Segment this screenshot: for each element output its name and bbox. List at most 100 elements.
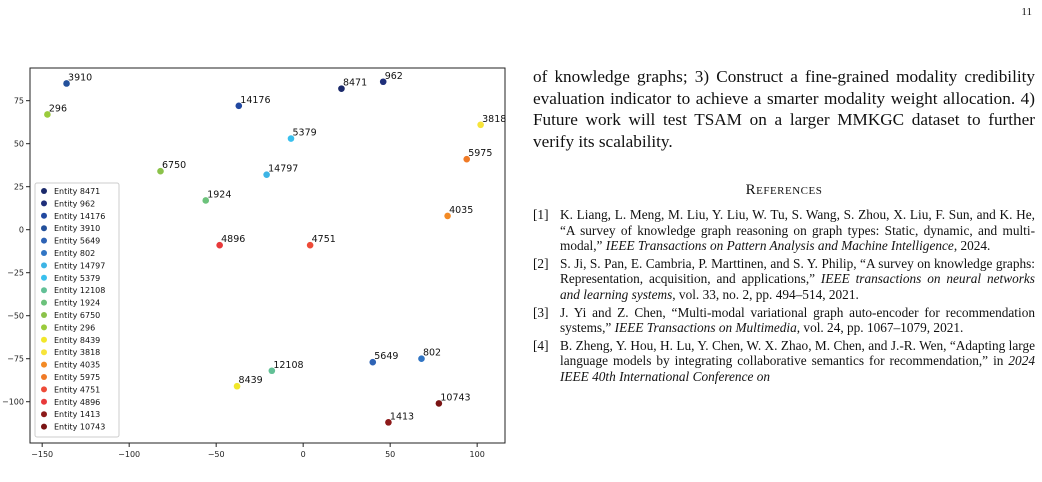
x-tick-label: −50 — [208, 450, 225, 459]
legend-entry: Entity 296 — [54, 323, 95, 332]
point-marker — [369, 358, 377, 366]
point-label: 4035 — [449, 205, 473, 216]
point-marker — [44, 111, 51, 118]
point-marker — [233, 382, 241, 390]
point-marker — [418, 355, 425, 363]
point-label: 12108 — [273, 360, 303, 371]
legend-marker — [41, 386, 47, 393]
data-points: 8471 962 14176 3910 5649 802 14797 5379 12108 192… — [44, 71, 506, 426]
reference-item: [1] K. Liang, L. Meng, M. Liu, Y. Liu, W… — [533, 207, 1035, 254]
point-marker — [463, 155, 471, 163]
point-label: 4751 — [312, 234, 336, 245]
legend-marker — [41, 274, 47, 281]
x-tick-label: 100 — [470, 450, 485, 459]
legend-entry: Entity 802 — [54, 249, 95, 258]
point-label: 3910 — [68, 72, 92, 83]
legend-entry: Entity 4896 — [54, 398, 100, 407]
legend-marker — [41, 262, 47, 269]
reference-text: K. Liang, L. Meng, M. Liu, Y. Liu, W. Tu… — [560, 207, 1035, 254]
point-label: 5649 — [374, 351, 398, 362]
legend-marker — [41, 423, 47, 430]
x-tick-label: 0 — [301, 450, 306, 459]
legend-entry: Entity 6750 — [54, 311, 100, 320]
point-marker — [477, 121, 484, 129]
text-column: of knowledge graphs; 3) Construct a fine… — [533, 66, 1035, 387]
legend-marker — [41, 188, 47, 194]
point-label: 5975 — [468, 148, 492, 159]
reference-item: [4] B. Zheng, Y. Hou, H. Lu, Y. Chen, W.… — [533, 338, 1035, 385]
legend-entry: Entity 14176 — [54, 212, 105, 221]
legend-marker — [41, 200, 47, 207]
point-label: 5379 — [292, 128, 316, 139]
reference-authors-title: S. Ji, S. Pan, E. Cambria, P. Marttinen,… — [560, 255, 1035, 287]
point-marker — [202, 197, 210, 204]
y-tick-label: −75 — [7, 355, 24, 364]
legend-entry: Entity 4751 — [54, 385, 100, 394]
point-marker — [385, 419, 392, 426]
reference-item: [2] S. Ji, S. Pan, E. Cambria, P. Martti… — [533, 256, 1035, 303]
reference-authors-title: B. Zheng, Y. Hou, H. Lu, Y. Chen, W. X. … — [560, 337, 1035, 369]
legend-entry: Entity 962 — [54, 199, 95, 208]
legend-box — [34, 182, 120, 438]
legend: Entity 8471 Entity 962 Entity 14176 Entity … — [34, 182, 120, 438]
legend-marker — [41, 374, 47, 380]
legend-marker — [41, 336, 47, 343]
reference-text: B. Zheng, Y. Hou, H. Lu, Y. Chen, W. X. … — [560, 338, 1035, 385]
point-label: 10743 — [440, 392, 470, 403]
y-tick-label: −25 — [7, 269, 24, 278]
y-tick-label: −50 — [7, 312, 24, 321]
y-axis: 75 50 25 0 −25 −50 −75 −100 — [2, 97, 30, 407]
legend-marker — [41, 225, 47, 232]
point-label: 296 — [49, 103, 67, 114]
point-marker — [444, 212, 451, 220]
legend-entry: Entity 8471 — [54, 187, 100, 196]
point-marker — [435, 400, 443, 407]
point-marker — [235, 102, 243, 110]
legend-entry: Entity 5379 — [54, 274, 100, 283]
reference-text: J. Yi and Z. Chen, “Multi-modal variatio… — [560, 305, 1035, 336]
reference-details: , vol. 33, no. 2, pp. 494–514, 2021. — [672, 286, 859, 302]
reference-number: [4] — [533, 337, 549, 353]
point-marker — [263, 171, 270, 178]
reference-venue: IEEE Transactions on Pattern Analysis an… — [605, 238, 954, 254]
legend-marker — [41, 250, 47, 256]
point-label: 802 — [423, 348, 441, 359]
legend-entry: Entity 3818 — [54, 348, 100, 357]
reference-number: [3] — [533, 304, 549, 320]
reference-details: , vol. 24, pp. 1067–1079, 2021. — [796, 320, 964, 336]
point-label: 6750 — [162, 160, 186, 171]
reference-authors-title: K. Liang, L. Meng, M. Liu, Y. Liu, W. Tu… — [560, 207, 1035, 254]
legend-marker — [41, 324, 47, 331]
legend-marker — [41, 212, 47, 219]
point-marker — [157, 167, 164, 175]
point-marker — [216, 241, 223, 249]
legend-marker — [41, 411, 47, 418]
conclusion-paragraph: of knowledge graphs; 3) Construct a fine… — [533, 67, 1035, 151]
x-axis: −150 −100 −50 0 50 100 — [31, 443, 485, 459]
point-label: 14797 — [268, 164, 298, 175]
legend-entry: Entity 3910 — [54, 224, 100, 233]
x-tick-label: −100 — [118, 450, 140, 459]
reference-details: , 2024. — [953, 238, 991, 254]
legend-marker — [41, 398, 47, 405]
point-marker — [338, 85, 345, 92]
legend-entry: Entity 5975 — [54, 373, 100, 382]
plot-frame — [29, 67, 506, 444]
legend-entry: Entity 14797 — [54, 261, 105, 270]
point-marker — [379, 78, 387, 86]
point-label: 3818 — [482, 114, 506, 125]
x-tick-label: 50 — [385, 450, 395, 459]
legend-entry: Entity 5649 — [54, 237, 100, 246]
point-marker — [306, 241, 314, 249]
y-tick-label: 0 — [19, 226, 24, 235]
point-label: 1924 — [207, 189, 231, 200]
legend-marker — [41, 349, 47, 356]
legend-entry: Entity 12108 — [54, 286, 105, 295]
y-tick-label: −100 — [2, 398, 24, 407]
point-label: 962 — [385, 71, 403, 82]
point-label: 4896 — [221, 234, 245, 245]
page-number: 11 — [1021, 6, 1032, 18]
point-marker — [63, 80, 70, 87]
point-label: 8471 — [343, 78, 367, 89]
legend-marker — [41, 237, 47, 244]
